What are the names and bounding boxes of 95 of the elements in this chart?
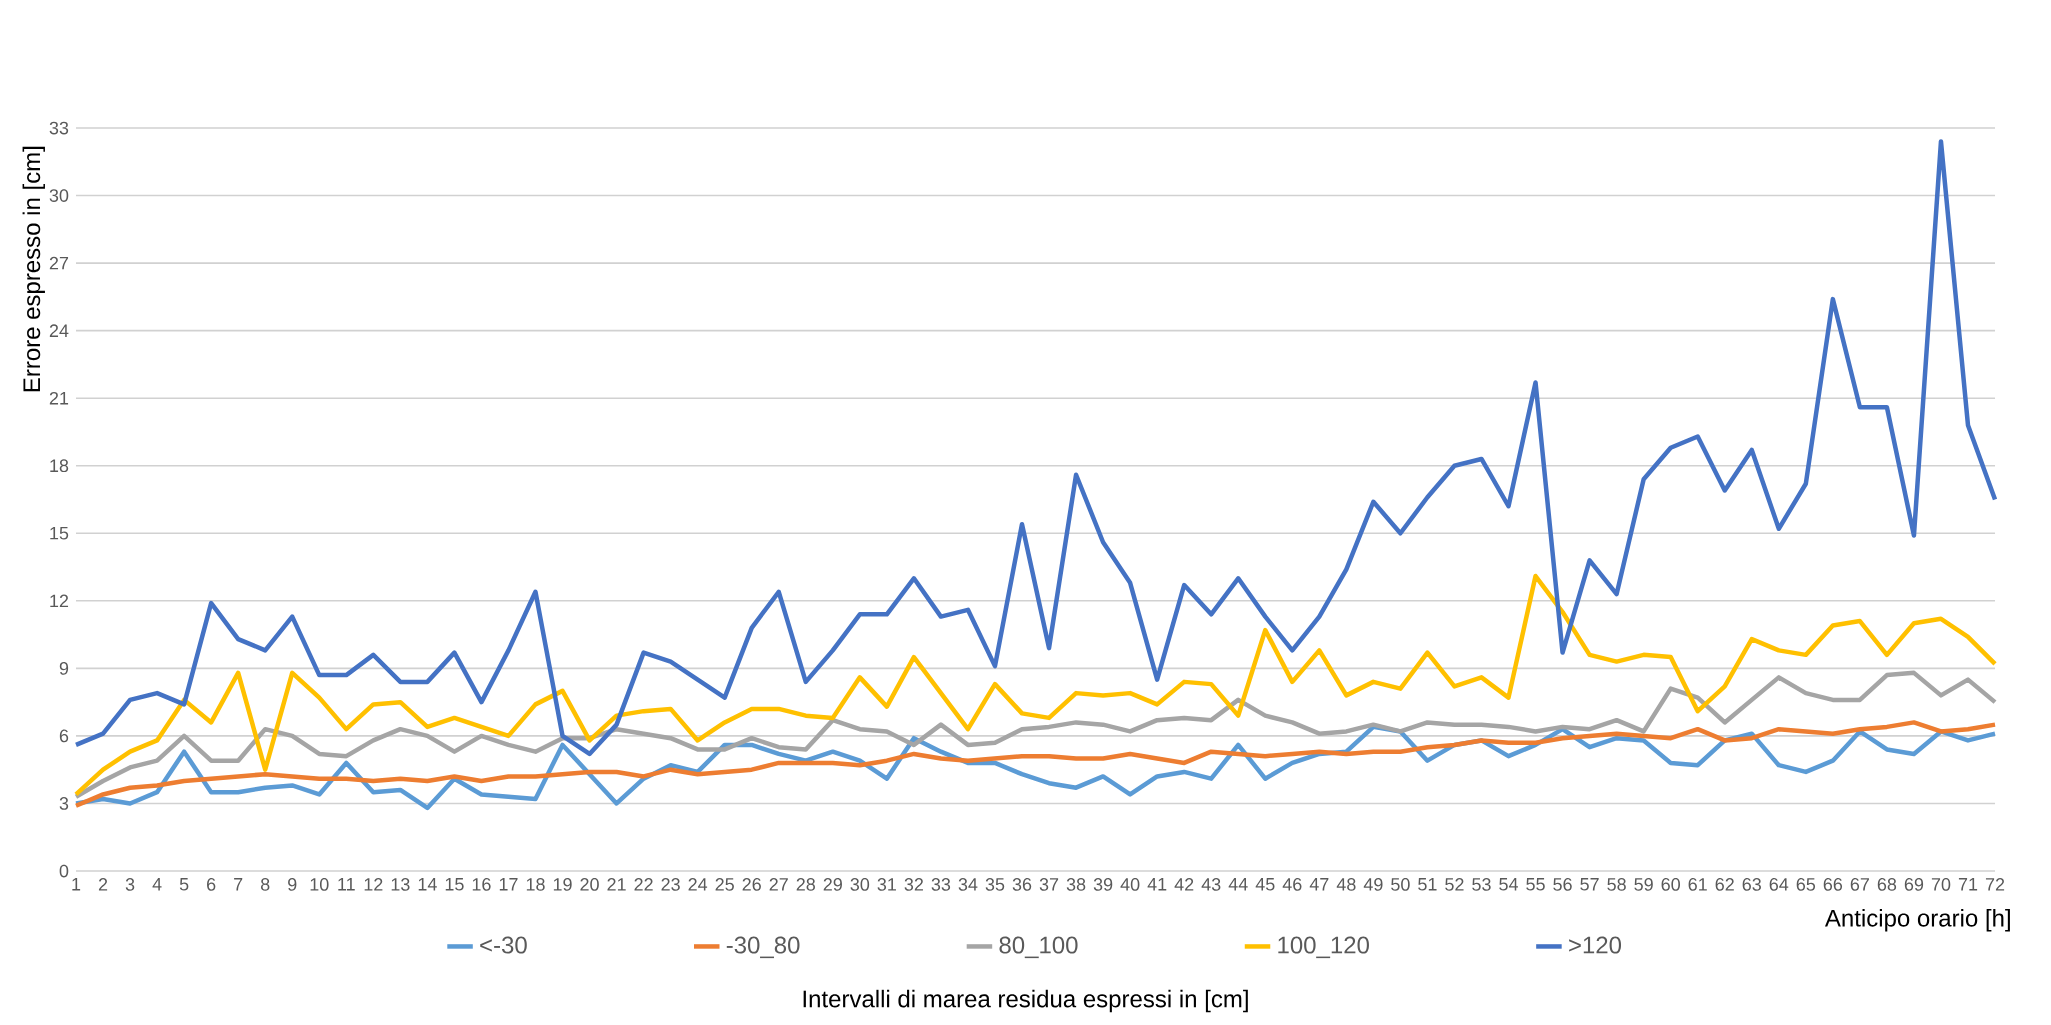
x-tick-label: 55 bbox=[1526, 878, 1545, 891]
x-tick-label: 37 bbox=[1039, 878, 1059, 891]
x-tick-label: 31 bbox=[877, 878, 896, 891]
legend-label: 80_100 bbox=[999, 936, 1078, 959]
line-series bbox=[73, 573, 1998, 797]
x-tick-label: 2 bbox=[98, 878, 108, 891]
x-tick-label: 46 bbox=[1282, 878, 1302, 891]
legend-label: -30_80 bbox=[726, 936, 800, 959]
x-tick-label: 52 bbox=[1445, 878, 1464, 891]
y-tick-label: 12 bbox=[50, 594, 69, 608]
x-tick-label: 47 bbox=[1309, 878, 1329, 891]
x-tick-label: 71 bbox=[1958, 878, 1978, 891]
x-tick-label: 30 bbox=[850, 878, 870, 891]
legend-label: 100_120 bbox=[1278, 936, 1369, 959]
x-tick-label: 56 bbox=[1553, 878, 1572, 891]
x-tick-label: 1 bbox=[72, 878, 81, 891]
legend-label: >120 bbox=[1569, 936, 1622, 954]
x-tick-label: 70 bbox=[1931, 878, 1951, 891]
x-tick-label: 36 bbox=[1012, 878, 1032, 891]
x-tick-label: 17 bbox=[499, 878, 518, 891]
y-tick-label: 15 bbox=[50, 527, 69, 540]
y-tick-label: 18 bbox=[50, 459, 69, 473]
line-series bbox=[73, 670, 1998, 799]
x-tick-label: 22 bbox=[634, 878, 653, 891]
legend-label: <-30 bbox=[480, 936, 527, 954]
x-tick-label: 7 bbox=[234, 878, 243, 891]
y-axis-title: Errore espresso in [cm] bbox=[22, 146, 45, 392]
x-tick-label: 23 bbox=[661, 878, 680, 891]
y-tick-label: 21 bbox=[49, 391, 69, 405]
x-tick-label: 9 bbox=[288, 878, 297, 891]
x-tick-label: 38 bbox=[1066, 878, 1086, 891]
x-tick-label: 49 bbox=[1363, 878, 1383, 891]
x-tick-label: 53 bbox=[1472, 878, 1491, 891]
x-tick-label: 48 bbox=[1336, 878, 1356, 891]
x-tick-label: 72 bbox=[1985, 878, 2005, 891]
x-tick-label: 16 bbox=[472, 878, 491, 891]
x-tick-label: 39 bbox=[1093, 878, 1113, 891]
y-tick-label: 24 bbox=[49, 324, 69, 337]
x-tick-label: 40 bbox=[1120, 878, 1140, 891]
x-tick-label: 43 bbox=[1201, 878, 1221, 891]
x-tick-label: 35 bbox=[985, 878, 1005, 891]
x-tick-label: 25 bbox=[715, 878, 734, 891]
x-tick-label: 13 bbox=[391, 878, 410, 891]
x-tick-label: 21 bbox=[607, 878, 626, 891]
x-tick-label: 66 bbox=[1823, 878, 1843, 891]
x-tick-label: 32 bbox=[904, 878, 923, 891]
x-tick-label: 14 bbox=[418, 878, 437, 891]
x-tick-label: 26 bbox=[742, 878, 761, 891]
x-tick-label: 57 bbox=[1580, 878, 1599, 891]
x-axis-title: Anticipo orario [h] bbox=[1824, 909, 2010, 932]
x-tick-label: 60 bbox=[1661, 878, 1680, 891]
x-tick-label: 12 bbox=[364, 878, 383, 891]
y-tick-label: 0 bbox=[59, 864, 69, 878]
x-tick-label: 44 bbox=[1228, 878, 1248, 891]
x-tick-label: 42 bbox=[1174, 878, 1194, 891]
y-tick-label: 27 bbox=[49, 256, 69, 270]
x-tick-label: 45 bbox=[1255, 878, 1275, 891]
x-tick-label: 5 bbox=[179, 878, 189, 891]
x-tick-label: 4 bbox=[152, 878, 162, 891]
x-tick-label: 24 bbox=[688, 878, 708, 891]
x-tick-label: 58 bbox=[1607, 878, 1626, 891]
x-tick-label: 3 bbox=[125, 878, 135, 891]
x-tick-label: 33 bbox=[931, 878, 951, 891]
legend-title: Intervalli di marea residua espressi in [cm] bbox=[803, 989, 1248, 1013]
x-tick-label: 59 bbox=[1634, 878, 1653, 891]
x-tick-label: 61 bbox=[1688, 878, 1707, 891]
x-tick-label: 27 bbox=[769, 878, 788, 891]
x-tick-label: 8 bbox=[260, 878, 270, 891]
y-tick-label: 6 bbox=[59, 729, 69, 743]
x-tick-label: 62 bbox=[1715, 878, 1734, 891]
x-tick-label: 29 bbox=[823, 878, 842, 891]
x-tick-label: 51 bbox=[1418, 878, 1437, 891]
x-tick-label: 41 bbox=[1147, 878, 1167, 891]
x-tick-label: 11 bbox=[338, 878, 355, 891]
line-series bbox=[73, 139, 1998, 757]
y-tick-label: 30 bbox=[49, 189, 69, 202]
x-tick-label: 54 bbox=[1499, 878, 1518, 891]
x-tick-label: 64 bbox=[1769, 878, 1789, 891]
x-tick-label: 68 bbox=[1877, 878, 1897, 891]
y-tick-label: 33 bbox=[49, 121, 69, 135]
x-tick-label: 50 bbox=[1391, 878, 1410, 891]
x-tick-label: 19 bbox=[553, 878, 572, 891]
x-tick-label: 28 bbox=[796, 878, 815, 891]
y-tick-label: 3 bbox=[59, 797, 69, 810]
x-tick-label: 10 bbox=[310, 878, 329, 891]
x-tick-label: 20 bbox=[580, 878, 599, 891]
x-tick-label: 34 bbox=[958, 878, 978, 891]
x-tick-label: 15 bbox=[445, 878, 464, 891]
x-tick-label: 65 bbox=[1796, 878, 1816, 891]
y-tick-label: 9 bbox=[59, 662, 69, 675]
x-tick-label: 18 bbox=[526, 878, 545, 891]
x-tick-label: 67 bbox=[1850, 878, 1869, 891]
x-tick-label: 6 bbox=[207, 878, 216, 891]
x-tick-label: 63 bbox=[1742, 878, 1761, 891]
x-tick-label: 69 bbox=[1904, 878, 1924, 891]
